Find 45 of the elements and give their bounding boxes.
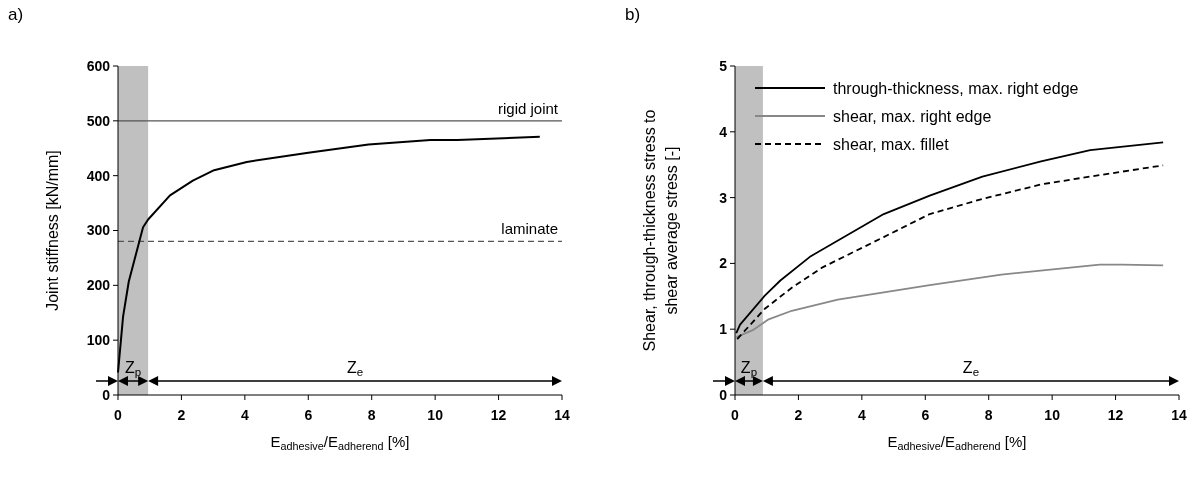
annotation: Z$_{p}$ bbox=[124, 359, 142, 378]
y-tick-label: 3 bbox=[719, 189, 728, 206]
y-tick-label: 100 bbox=[86, 332, 111, 349]
x-tick-label: 6 bbox=[304, 407, 313, 423]
line-series bbox=[735, 263, 1165, 338]
legend-label: shear, max. fillet bbox=[833, 135, 950, 153]
x-tick-label: 6 bbox=[921, 407, 930, 423]
x-tick-label: 10 bbox=[1044, 407, 1061, 423]
y-tick-label: 500 bbox=[86, 112, 111, 129]
y-tick-label: 0 bbox=[719, 386, 728, 403]
x-tick-label: 12 bbox=[490, 407, 507, 423]
y-tick-label: 5 bbox=[719, 57, 728, 74]
y-axis-title: Joint stiffness [kN/mm] bbox=[44, 150, 61, 311]
annotation: Z$_{p}$ bbox=[740, 359, 758, 378]
x-tick-label: 4 bbox=[240, 407, 249, 423]
y-tick-label: 2 bbox=[719, 255, 728, 272]
x-tick-label: 12 bbox=[1107, 407, 1124, 423]
x-tick-label: 2 bbox=[794, 407, 803, 423]
x-axis-title: E$_{adhesive}$/E$_{adherend}$ [%] bbox=[270, 433, 410, 452]
x-tick-label: 14 bbox=[1171, 407, 1187, 423]
ref-line-label: laminate bbox=[501, 220, 558, 238]
x-tick-label: 2 bbox=[177, 407, 186, 423]
x-tick-label: 10 bbox=[427, 407, 444, 423]
ref-line-label: rigid joint bbox=[497, 99, 559, 117]
x-axis-title: E$_{adhesive}$/E$_{adherend}$ [%] bbox=[887, 433, 1027, 452]
text: b) bbox=[625, 5, 641, 24]
text: a) bbox=[8, 5, 24, 24]
x-tick-label: 8 bbox=[367, 407, 376, 423]
legend-label: through-thickness, max. right edge bbox=[833, 79, 1079, 97]
y-tick-label: 300 bbox=[86, 222, 111, 239]
y-tick-label: 400 bbox=[86, 167, 111, 184]
x-tick-label: 0 bbox=[114, 407, 123, 423]
legend-label: shear, max. right edge bbox=[833, 107, 992, 125]
y-tick-label: 4 bbox=[719, 123, 728, 140]
y-tick-label: 0 bbox=[102, 386, 111, 403]
y-axis-title: Shear, through-thickness stress to shear average stress [-] bbox=[641, 109, 680, 352]
y-tick-label: 200 bbox=[86, 277, 111, 294]
x-tick-label: 0 bbox=[731, 407, 740, 423]
x-tick-label: 14 bbox=[554, 407, 570, 423]
annotation: Z$_{e}$ bbox=[962, 359, 980, 378]
y-tick-label: 1 bbox=[719, 321, 728, 338]
x-tick-label: 8 bbox=[984, 407, 993, 423]
x-tick-label: 4 bbox=[857, 407, 866, 423]
annotation: Z$_{e}$ bbox=[346, 359, 364, 378]
y-tick-label: 600 bbox=[86, 57, 111, 74]
